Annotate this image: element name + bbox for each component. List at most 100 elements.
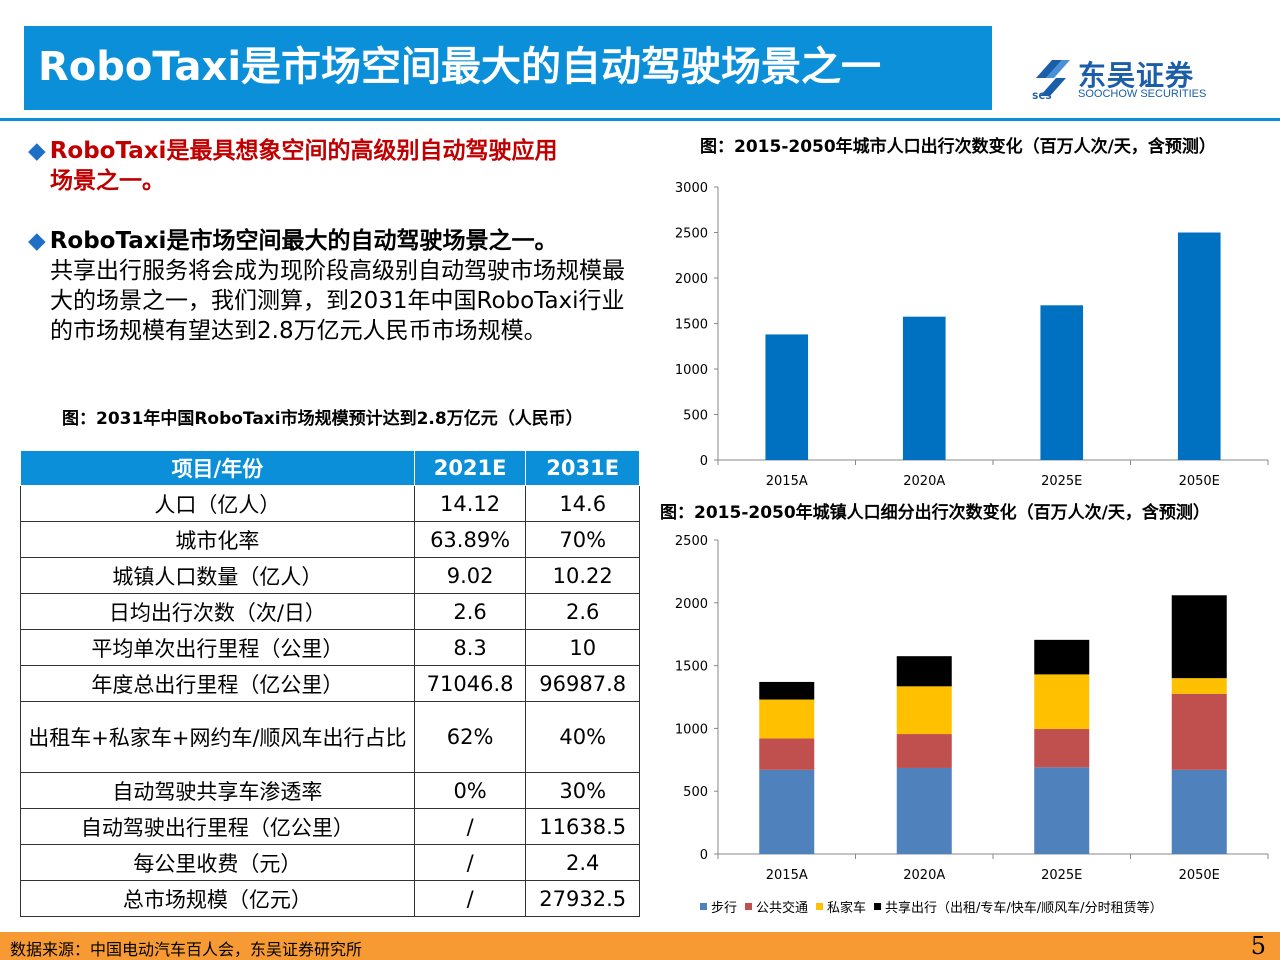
x-tick-label: 2050E [1179,474,1220,489]
table-row: 自动驾驶共享车渗透率 0% 30% [20,772,640,809]
table-cell: 27932.5 [525,880,640,917]
table-row: 年度总出行里程（亿公里） 71046.8 96987.8 [20,665,640,702]
bar [1177,232,1221,460]
bar-segment [896,686,952,735]
table-cell: 出租车+私家车+网约车/顺风车出行占比 [20,701,415,773]
footer-bar: 数据来源：中国电动汽车百人会，东吴证券研究所 5 [0,932,1280,960]
table-cell: 2.6 [525,593,640,630]
table-cell: 2.6 [413,593,527,630]
legend-label: 步行 [711,901,737,916]
urban-trips-stacked-chart: 0 500 1000 1500 2000 2500 2015A 2020A 2025E 2050E… [675,534,1269,916]
y-tick-label: 1500 [675,318,708,333]
y-tick-label: 2500 [675,534,708,549]
bar-segment [1034,639,1090,675]
x-tick-label: 2015A [766,474,808,489]
table-cell: / [413,844,527,881]
bullet-2-body: 共享出行服务将会成为现阶段高级别自动驾驶市场规模最大的场景之一，我们测算，到20… [50,258,625,344]
y-tick-label: 2000 [675,272,708,287]
x-tick-label: 2050E [1179,868,1220,883]
y-tick-label: 1500 [675,660,708,675]
table-cell: 71046.8 [413,665,527,702]
bullet-1-line1: RoboTaxi是最具想象空间的高级别自动驾驶应用 [49,138,558,164]
table-cell: 自动驾驶出行里程（亿公里） [20,808,415,845]
city-trips-bar-chart: 0 500 1000 1500 2000 2500 3000 2015A 2020A 2025E 2… [675,181,1269,489]
table-cell: 2.4 [525,844,640,881]
chart-2-title: 图：2015-2050年城镇人口细分出行次数变化（百万人次/天，含预测） [660,503,1210,523]
legend-label: 公共交通 [756,900,808,916]
table-cell: 10 [525,629,640,666]
table-row: 平均单次出行里程（公里） 8.3 10 [20,629,640,666]
table-header-cell: 项目/年份 [20,450,415,486]
table-header-cell: 2031E [525,450,640,486]
bullet-2-heading: RoboTaxi是市场空间最大的自动驾驶场景之一。 [49,228,558,254]
table-cell: 30% [525,772,640,809]
page-number: 5 [1250,932,1266,960]
table-cell: 自动驾驶共享车渗透率 [20,772,415,809]
table-row: 自动驾驶出行里程（亿公里）/11638.5 [20,808,640,845]
table-header-row: 项目/年份 2021E 2031E [20,450,640,486]
y-tick-label: 0 [700,848,708,863]
bar-segment [1034,767,1090,854]
y-tick-label: 2500 [675,227,708,242]
table-cell: 日均出行次数（次/日） [20,593,415,630]
bullet-1-line2: 场景之一。 [50,168,165,194]
table-row: 总市场规模（亿元）/27932.5 [20,880,640,917]
table-cell: / [413,880,527,917]
table-cell: 0% [413,772,527,809]
bar-segment [1034,729,1090,768]
table-row: 日均出行次数（次/日） 2.6 2.6 [20,593,640,630]
table-cell: / [413,808,527,845]
x-tick-label: 2015A [766,868,808,883]
chart-1-title: 图：2015-2050年城市人口出行次数变化（百万人次/天，含预测） [700,137,1216,157]
legend-label: 私家车 [827,900,866,916]
table-cell: 平均单次出行里程（公里） [20,629,415,666]
table-header-cell: 2021E [413,450,527,486]
table-row: 城镇人口数量（亿人） 9.02 10.22 [20,557,640,594]
bar-segment [1034,674,1090,730]
table-row: 出租车+私家车+网约车/顺风车出行占比 62% 40% [20,701,640,773]
data-source: 数据来源：中国电动汽车百人会，东吴证券研究所 [10,940,363,959]
bullet-1: ◆ RoboTaxi是最具想象空间的高级别自动驾驶应用 场景之一。 [28,136,638,196]
table-row: 人口（亿人） 14.12 14.6 [20,485,640,522]
company-logo: SCS 东吴证券 SOOCHOW SECURITIES [1032,56,1222,106]
table-caption: 图：2031年中国RoboTaxi市场规模预计达到2.8万亿元（人民币） [62,409,583,429]
x-tick-label: 2020A [903,868,945,883]
table-cell: 62% [413,701,527,773]
table-cell: 9.02 [413,557,527,594]
legend-label: 共享出行（出租/专车/快车/顺风车/分时租赁等） [885,900,1163,916]
bar [765,334,809,460]
y-tick-label: 3000 [675,181,708,196]
x-tick-label: 2025E [1041,868,1082,883]
logo-subtitle: SOOCHOW SECURITIES [1078,88,1207,100]
table-cell: 人口（亿人） [20,485,415,522]
table-cell: 14.12 [413,485,527,522]
table-cell: 14.6 [525,485,640,522]
bar-segment [896,734,952,768]
table-cell: 63.89% [413,521,527,558]
legend-swatch [874,903,882,910]
bar [1040,305,1084,460]
logo-abbr: SCS [1032,92,1052,100]
legend-swatch [745,903,753,910]
market-size-table: 项目/年份 2021E 2031E 人口（亿人） 14.12 14.6 城市化率 63… [20,450,640,917]
table-cell: 城镇人口数量（亿人） [20,557,415,594]
table-cell: 每公里收费（元） [20,844,415,881]
legend-swatch [700,903,707,910]
table-cell: 年度总出行里程（亿公里） [20,665,415,702]
header-divider [0,118,1280,121]
x-tick-label: 2025E [1041,474,1082,489]
bar-segment [759,738,815,770]
diamond-bullet-icon: ◆ [28,138,46,164]
y-tick-label: 1000 [675,363,708,378]
table-row: 每公里收费（元）/2.4 [20,844,640,881]
x-tick-label: 2020A [903,474,945,489]
legend-swatch [816,903,824,910]
y-tick-label: 1000 [675,722,708,737]
y-tick-label: 500 [683,785,708,800]
bar-segment [1171,595,1227,679]
table-cell: 总市场规模（亿元） [20,880,415,917]
bar-segment [1171,769,1227,854]
y-tick-label: 500 [683,409,708,424]
bar-segment [1171,678,1227,694]
bar-segment [896,656,952,687]
